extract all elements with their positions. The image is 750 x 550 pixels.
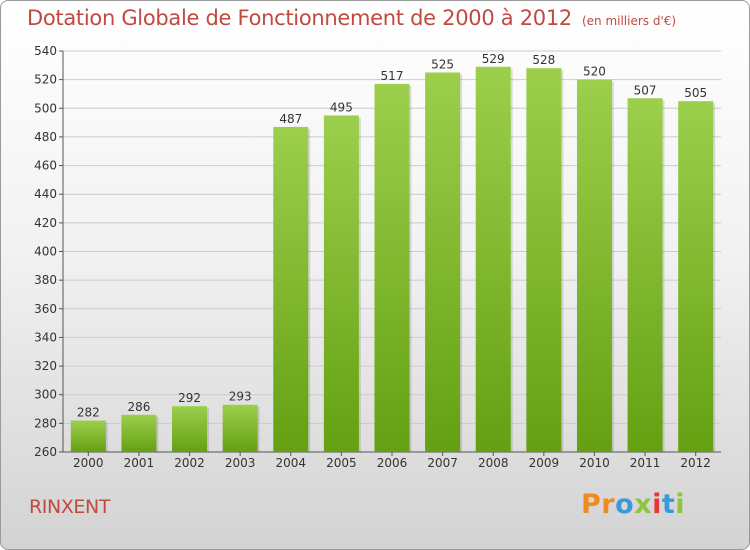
logo-letter: i [675, 489, 686, 520]
y-tick-label: 280 [34, 416, 57, 430]
logo-letter: i [652, 489, 662, 520]
y-tick-label: 360 [34, 302, 57, 316]
y-tick-label: 300 [34, 388, 57, 402]
data-label: 520 [583, 65, 606, 79]
x-tick-label: 2009 [529, 456, 560, 470]
chart-title-text: Dotation Globale de Fonctionnement de 20… [27, 6, 572, 30]
y-tick-label: 540 [34, 44, 57, 58]
y-tick-label: 460 [34, 159, 57, 173]
logo-letter: o [615, 489, 635, 520]
bar [475, 66, 511, 452]
chart-title: Dotation Globale de Fonctionnement de 20… [27, 6, 676, 30]
y-tick-labels: 260 280 300 320 340 360 380 400 420 440 460 480 500 5… [34, 44, 57, 459]
x-tick-label: 2004 [275, 456, 306, 470]
logo-letter: x [634, 489, 653, 520]
x-tick-label: 2005 [326, 456, 357, 470]
y-tick-label: 500 [34, 101, 57, 115]
x-tick-label: 2003 [225, 456, 256, 470]
x-tick-label: 2002 [174, 456, 205, 470]
y-tick-label: 380 [34, 273, 57, 287]
bar [172, 406, 208, 452]
data-label: 505 [684, 86, 707, 100]
data-labels: 282 286 292 293 487 495 517 525 529 528 520 507 505 [77, 52, 707, 420]
bar [576, 79, 612, 453]
data-label: 529 [482, 52, 505, 66]
bar [526, 68, 562, 452]
logo-letter: P [581, 489, 602, 520]
data-label: 293 [229, 390, 252, 404]
x-tick-label: 2010 [579, 456, 610, 470]
data-label: 487 [279, 112, 302, 126]
y-tick-label: 480 [34, 130, 57, 144]
chart-unit: (en milliers d'€) [581, 14, 677, 28]
bar [70, 420, 106, 452]
y-tick-label: 420 [34, 216, 57, 230]
y-tick-label: 340 [34, 330, 57, 344]
x-tick-label: 2008 [478, 456, 509, 470]
bar [678, 101, 714, 452]
data-label: 525 [431, 57, 454, 71]
bar [627, 98, 663, 452]
bar [222, 404, 258, 452]
town-name: RINXENT [29, 496, 111, 518]
bar [425, 72, 461, 452]
data-label: 517 [381, 69, 404, 83]
data-label: 495 [330, 100, 353, 114]
data-label: 282 [77, 405, 100, 419]
x-tick-label: 2001 [124, 456, 155, 470]
x-tick-label: 2007 [427, 456, 458, 470]
x-tick-labels: 2000 2001 2002 2003 2004 2005 2006 2007 2008 2009… [73, 452, 711, 470]
y-tick-label: 320 [34, 359, 57, 373]
x-tick-label: 2000 [73, 456, 104, 470]
data-label: 292 [178, 391, 201, 405]
bar [121, 414, 157, 452]
logo-letter: r [601, 489, 616, 520]
bar [273, 126, 309, 453]
x-tick-label: 2006 [377, 456, 408, 470]
x-tick-label: 2011 [630, 456, 661, 470]
proxiti-logo[interactable]: Proxiti [581, 489, 685, 520]
data-label: 528 [532, 53, 555, 67]
bar [323, 115, 359, 453]
data-label: 507 [634, 83, 657, 97]
y-tick-label: 260 [34, 445, 57, 459]
x-tick-label: 2012 [680, 456, 711, 470]
y-tick-label: 440 [34, 187, 57, 201]
logo-letter: t [661, 489, 676, 520]
y-tick-label: 520 [34, 73, 57, 87]
bar [374, 83, 410, 453]
y-tick-label: 400 [34, 245, 57, 259]
data-label: 286 [127, 400, 150, 414]
bars [70, 66, 716, 453]
